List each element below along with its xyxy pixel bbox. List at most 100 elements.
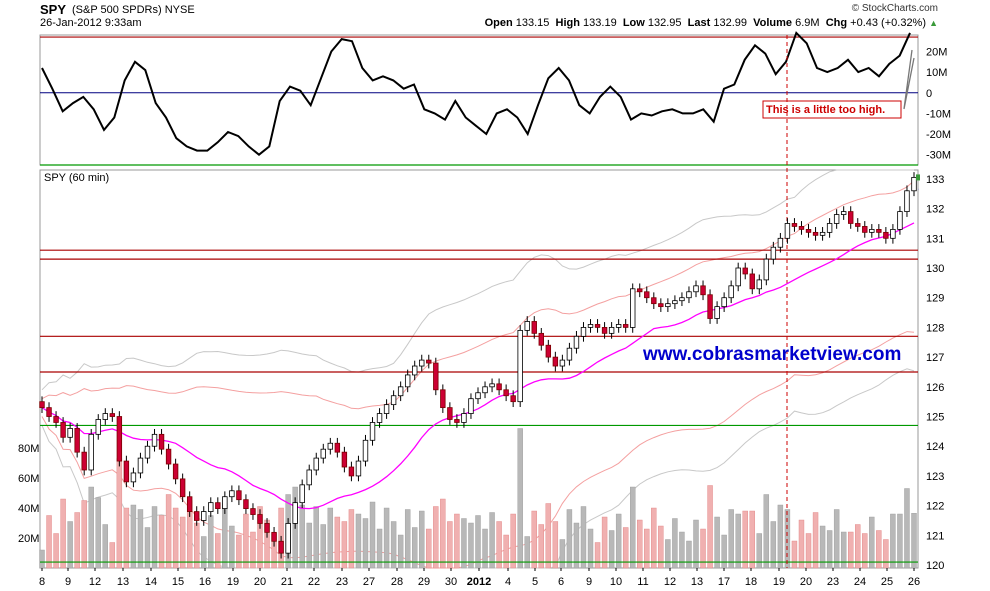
candle-body — [468, 398, 474, 414]
volume-bar — [552, 521, 559, 569]
candle — [742, 262, 748, 280]
ticker-symbol: SPY — [40, 2, 67, 17]
candle — [348, 461, 355, 482]
volume-bar — [594, 542, 601, 569]
candle — [644, 286, 650, 304]
candle-body — [130, 472, 137, 483]
price-y-tick-label: 132 — [926, 204, 944, 216]
candle — [630, 283, 636, 333]
volume-bar — [334, 516, 341, 569]
candle-body — [419, 359, 425, 367]
x-axis-tick-label: 9 — [586, 576, 592, 588]
volume-bar — [559, 539, 566, 569]
candle — [503, 384, 509, 402]
oscillator-panel-frame — [39, 34, 919, 166]
candle — [587, 319, 594, 333]
price-panel-title: SPY (60 min) — [44, 172, 109, 184]
candle-body — [454, 419, 460, 423]
candle — [95, 414, 101, 440]
candle — [306, 464, 312, 491]
candle — [447, 402, 453, 425]
x-axis-tick-label: 26 — [908, 576, 920, 588]
candle-body — [615, 324, 622, 328]
candle-body — [524, 321, 530, 331]
candle-body — [784, 223, 791, 239]
volume-bar — [700, 528, 706, 569]
candle — [876, 224, 882, 238]
candle — [538, 328, 544, 351]
candle-body — [278, 540, 284, 554]
volume-bar — [798, 519, 805, 569]
candle — [60, 417, 66, 443]
volume-bar — [833, 509, 840, 569]
candle-body — [186, 496, 193, 512]
candle-body — [109, 413, 116, 417]
volume-bar — [517, 428, 523, 569]
volume-bar — [362, 518, 369, 569]
candle-body — [559, 359, 566, 367]
candle-body — [608, 327, 615, 334]
volume-bar — [376, 528, 383, 569]
price-y-tick-label: 120 — [926, 560, 944, 572]
chg-value: +0.43 (+0.32%) — [850, 17, 927, 29]
volume-bar — [651, 507, 657, 569]
volume-bar — [46, 515, 52, 569]
volume-bar — [102, 524, 108, 569]
volume-bar — [39, 549, 45, 569]
candle — [707, 289, 713, 324]
candle — [833, 209, 840, 229]
volume-bar — [179, 516, 186, 569]
oscillator-series-line — [41, 31, 911, 156]
candle — [320, 443, 326, 464]
volume-bar — [461, 518, 467, 569]
x-axis-tick-label: 23 — [827, 576, 839, 588]
volume-bar — [510, 513, 516, 569]
candle-body — [74, 428, 80, 453]
volume-bar — [454, 513, 460, 569]
volume-bar — [587, 528, 594, 569]
candle — [510, 390, 516, 408]
candle — [517, 325, 523, 408]
candle — [911, 172, 917, 197]
candle-body — [883, 231, 889, 239]
volume-bar — [468, 522, 474, 569]
candle — [383, 399, 390, 419]
volume-bar — [848, 531, 854, 569]
volume-bar — [383, 507, 390, 569]
volume-bar — [447, 521, 453, 569]
candle-body — [306, 469, 312, 486]
volume-bar — [433, 506, 439, 569]
candle — [397, 381, 404, 402]
candle — [404, 369, 411, 393]
candle-body — [855, 223, 861, 227]
volume-bar — [341, 521, 348, 569]
volume-bar — [390, 521, 397, 569]
candle — [355, 455, 362, 482]
candle — [777, 232, 784, 253]
x-axis-tick-label: 11 — [637, 576, 648, 588]
candle — [419, 354, 425, 372]
candle — [88, 428, 94, 476]
volume-bar — [67, 521, 73, 569]
x-axis-tick-label: 19 — [227, 576, 239, 588]
candle-body — [194, 511, 200, 521]
volume-bar — [320, 524, 326, 569]
x-axis-tick-label: 15 — [172, 576, 184, 588]
x-axis-tick-label: 17 — [718, 576, 730, 588]
candle — [524, 316, 530, 336]
candle-body — [587, 324, 594, 328]
candle-body — [665, 303, 671, 308]
candle — [271, 527, 277, 547]
volume-bar — [123, 507, 130, 569]
volume-bar — [538, 524, 544, 569]
candle — [179, 473, 186, 503]
volume-bar — [313, 506, 319, 569]
price-y-tick-label: 121 — [926, 530, 944, 542]
candle — [601, 322, 608, 339]
candle — [552, 351, 559, 372]
x-axis-tick-label: 20 — [254, 576, 266, 588]
candle — [313, 452, 319, 476]
candle — [791, 218, 798, 232]
candle — [334, 437, 341, 458]
candle-body — [538, 332, 544, 346]
